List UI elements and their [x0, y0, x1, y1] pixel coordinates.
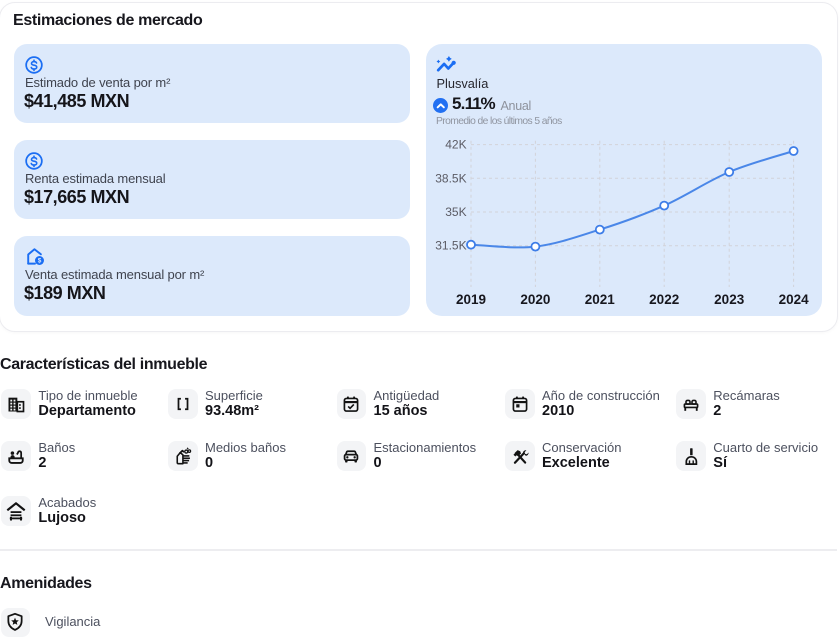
svg-text:35K: 35K	[445, 205, 466, 219]
svg-text:2019: 2019	[456, 292, 486, 307]
svg-text:38.5K: 38.5K	[435, 171, 466, 185]
svg-text:2022: 2022	[649, 292, 679, 307]
svg-text:2024: 2024	[779, 292, 810, 307]
svg-text:42K: 42K	[445, 138, 466, 152]
svg-text:2023: 2023	[714, 292, 745, 307]
svg-text:2021: 2021	[585, 292, 616, 307]
svg-text:$: $	[38, 258, 42, 265]
svg-text:2020: 2020	[520, 292, 550, 307]
svg-text:31.5K: 31.5K	[435, 239, 466, 253]
